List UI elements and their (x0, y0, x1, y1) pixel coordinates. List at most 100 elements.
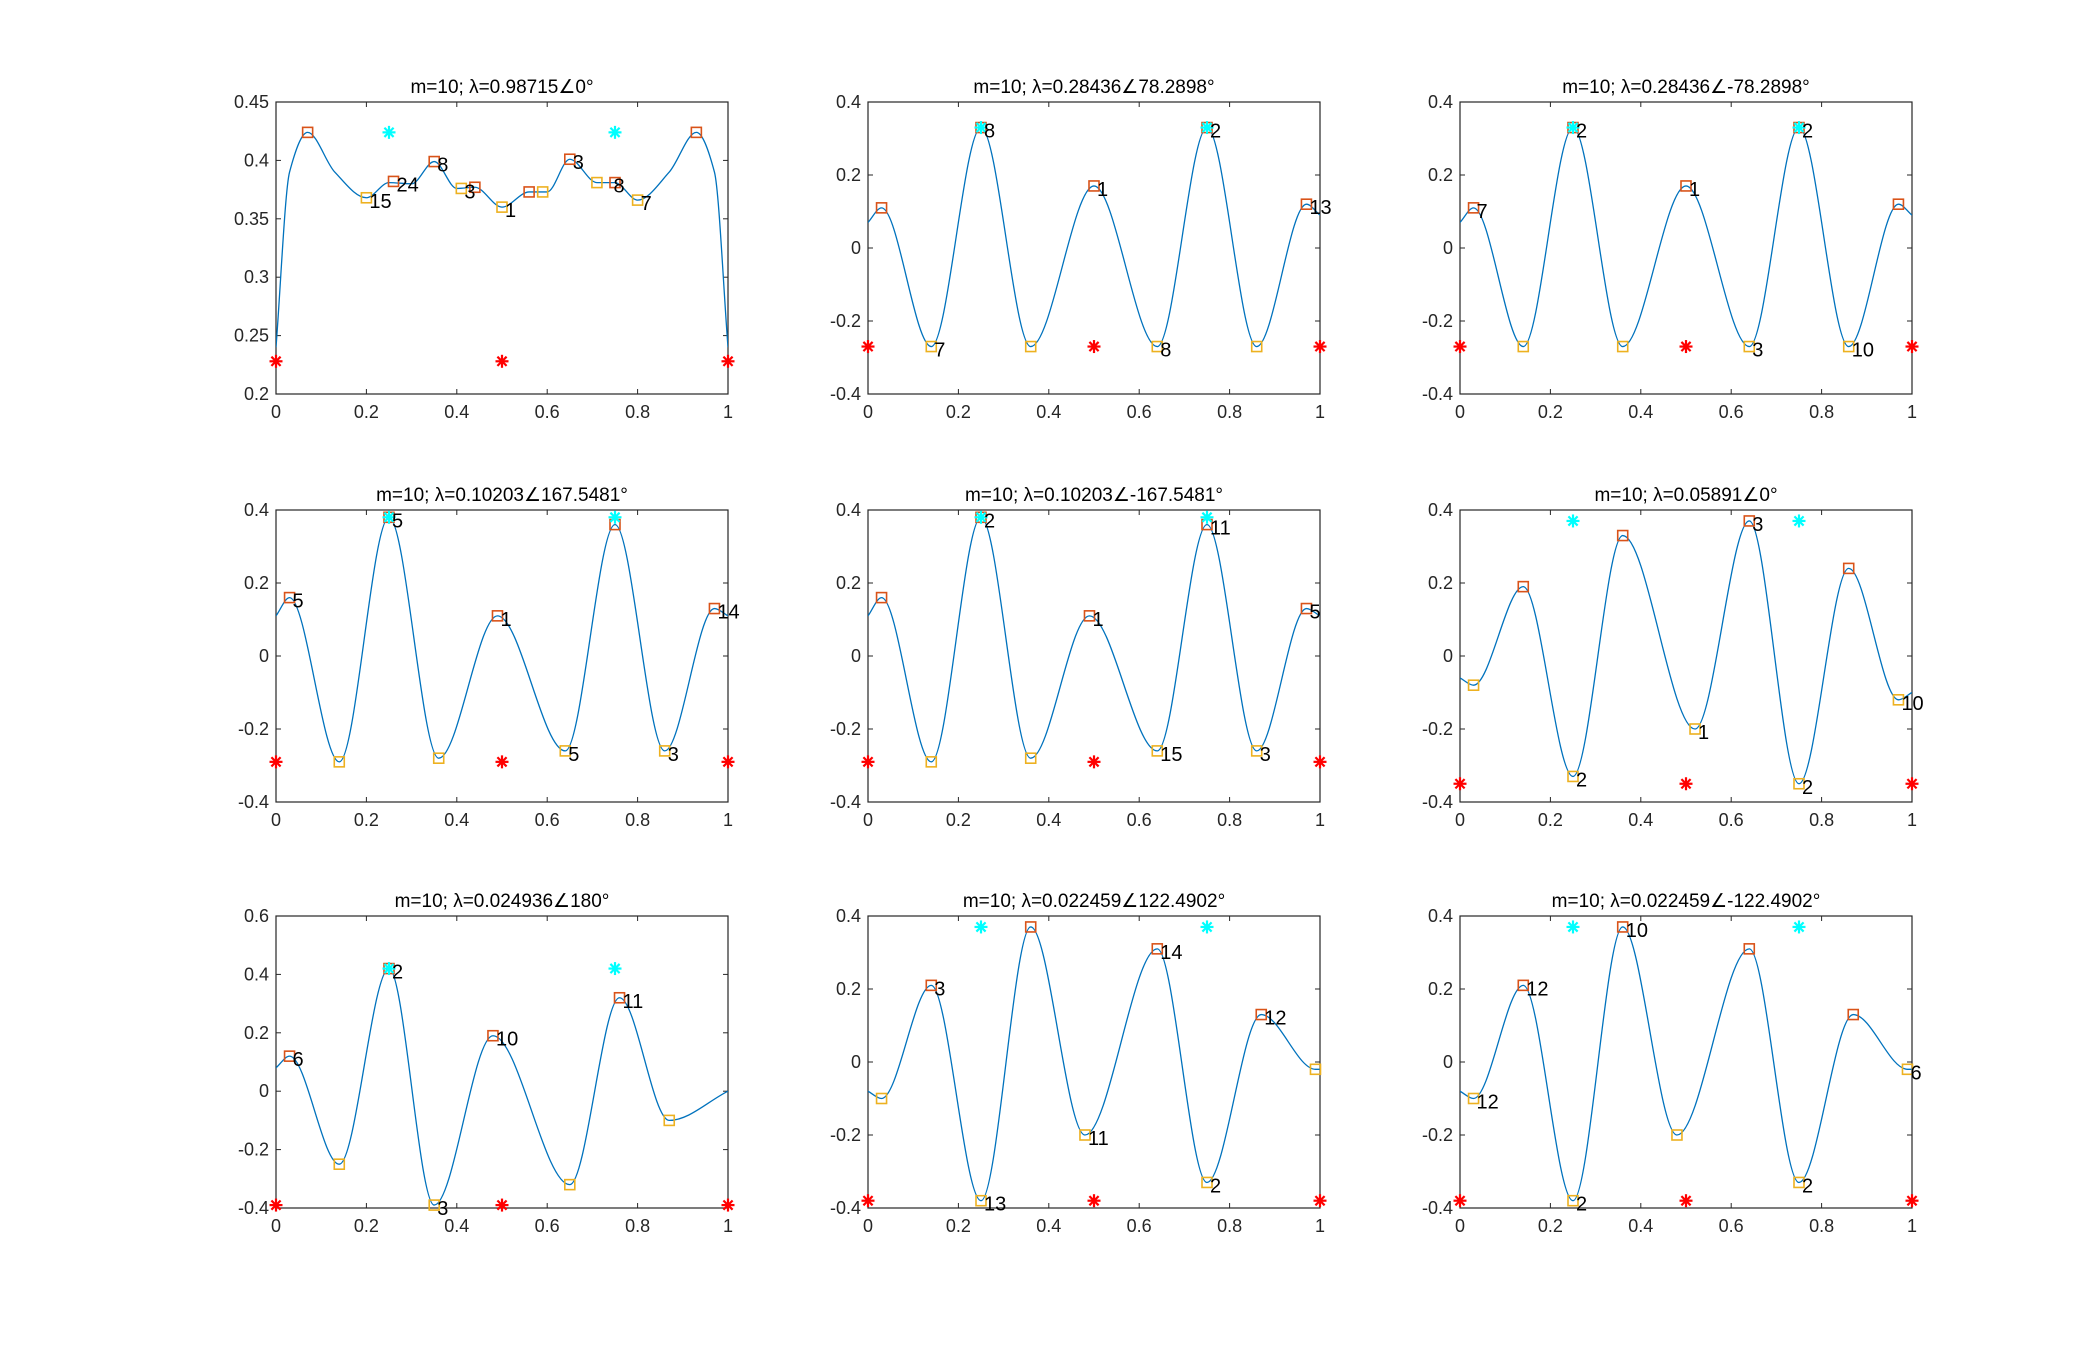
point-annotation: 2 (1210, 1175, 1221, 1197)
x-tick-label: 0.4 (444, 1216, 469, 1236)
series-line (868, 516, 1320, 763)
point-annotation: 2 (1576, 769, 1587, 791)
y-tick-label: -0.2 (830, 1125, 861, 1145)
y-tick-label: 0 (1443, 1052, 1453, 1072)
x-tick-label: 0.8 (1809, 402, 1834, 422)
point-annotation: 2 (984, 510, 995, 532)
red-star-marker (1905, 777, 1919, 791)
x-tick-label: 1 (723, 402, 733, 422)
x-tick-label: 0 (271, 1216, 281, 1236)
point-annotation: 10 (1626, 920, 1648, 942)
x-tick-label: 0.6 (1719, 1216, 1744, 1236)
x-tick-label: 1 (723, 1216, 733, 1236)
max-marker (1847, 1008, 1860, 1021)
subplot-title: m=10; λ=0.022459∠-122.4902° (1552, 891, 1821, 912)
axes-box (275, 101, 729, 395)
max-marker (1467, 202, 1480, 214)
point-annotation: 11 (623, 991, 644, 1013)
min-marker (658, 745, 671, 757)
point-annotation: 2 (1802, 1175, 1813, 1197)
cyan-star-marker-stroke (975, 122, 987, 133)
y-tick-label: -0.4 (830, 384, 861, 404)
subplot-9: 0 0.2 0.4 0.6 0.8 1 -0.4 -0.2 0 0.2 0.4 m=10; λ=0.0… (1422, 891, 1922, 1236)
min-marker (559, 745, 572, 757)
x-tick-label: 0.4 (1036, 810, 1061, 830)
cyan-star-marker (974, 510, 988, 524)
min-marker (1309, 1063, 1322, 1076)
cyan-star-marker (1792, 514, 1806, 528)
red-star-marker-stroke (1088, 756, 1100, 768)
point-annotation: 3 (464, 181, 475, 203)
min-marker (1250, 340, 1263, 353)
y-tick-label: 0.2 (836, 979, 861, 999)
point-annotation: 12 (1526, 978, 1548, 1000)
min-marker (975, 1194, 987, 1207)
red-star-marker (269, 1198, 283, 1212)
red-star-marker (1313, 340, 1327, 354)
x-tick-label: 0.6 (535, 402, 560, 422)
point-annotation: 2 (1576, 1194, 1587, 1216)
min-marker (1793, 777, 1805, 790)
y-tick-label: 0.4 (244, 500, 269, 520)
max-marker (1151, 943, 1164, 955)
max-marker (1616, 921, 1629, 933)
cyan-star-marker (1566, 121, 1580, 135)
x-tick-label: 0 (863, 1216, 873, 1236)
min-marker (1892, 693, 1905, 706)
point-annotation: 13 (984, 1194, 1006, 1216)
point-annotation: 5 (1309, 602, 1320, 624)
point-annotation: 3 (1752, 514, 1763, 536)
max-marker (487, 1029, 499, 1042)
subplot-title: m=10; λ=0.05891∠0° (1594, 485, 1777, 506)
subplot-title: m=10; λ=0.28436∠-78.2898° (1562, 77, 1810, 98)
x-tick-label: 0.2 (354, 402, 379, 422)
max-marker (613, 991, 626, 1004)
point-annotation: 14 (717, 602, 739, 624)
y-tick-label: 0 (259, 646, 269, 666)
x-tick-label: 0.6 (1719, 402, 1744, 422)
x-tick-label: 0.8 (1217, 1216, 1242, 1236)
point-annotation: 12 (1264, 1008, 1286, 1030)
y-tick-label: 0 (259, 1081, 269, 1101)
y-tick-label: 0.4 (1428, 906, 1453, 926)
max-marker (690, 126, 703, 139)
y-tick-label: 0.2 (244, 384, 269, 404)
red-star-marker-stroke (270, 355, 282, 367)
subplot-title: m=10; λ=0.022459∠122.4902° (963, 891, 1225, 912)
x-tick-label: 0.4 (444, 810, 469, 830)
red-star-marker (861, 755, 875, 769)
point-annotation: 15 (1160, 744, 1182, 766)
point-annotation: 1 (500, 609, 511, 631)
y-tick-label: -0.2 (830, 311, 861, 331)
x-tick-label: 0.8 (1217, 810, 1242, 830)
max-marker (1088, 180, 1100, 192)
min-marker (428, 1199, 441, 1211)
red-star-marker (721, 755, 735, 769)
min-marker (631, 194, 644, 206)
y-tick-label: 0.4 (836, 92, 861, 112)
point-annotation: 24 (397, 174, 419, 196)
max-marker (491, 610, 504, 622)
y-tick-label: 0.4 (836, 500, 861, 520)
max-marker (1517, 979, 1530, 992)
min-marker (1671, 1129, 1683, 1141)
red-star-marker-stroke (1680, 1195, 1692, 1207)
x-tick-label: 0.6 (1719, 810, 1744, 830)
point-annotation: 11 (1210, 518, 1231, 540)
cyan-star-marker-stroke (609, 511, 621, 523)
cyan-star-marker (1792, 121, 1806, 135)
red-star-marker (1905, 1194, 1919, 1208)
min-marker (1079, 1129, 1091, 1141)
cyan-star-marker-stroke (1201, 122, 1213, 133)
min-marker (1201, 1176, 1213, 1189)
x-tick-label: 0.8 (1809, 1216, 1834, 1236)
max-marker (708, 602, 721, 615)
max-marker (1680, 180, 1692, 192)
cyan-star-marker-stroke (609, 126, 621, 138)
point-annotation: 6 (293, 1049, 304, 1071)
x-tick-label: 0 (1455, 402, 1465, 422)
red-star-marker (269, 755, 283, 769)
red-star-marker-stroke (722, 355, 734, 367)
subplot-4: 0 0.2 0.4 0.6 0.8 1 -0.4 -0.2 0 0.2 0.4 m=10; λ=0.1… (238, 485, 740, 830)
